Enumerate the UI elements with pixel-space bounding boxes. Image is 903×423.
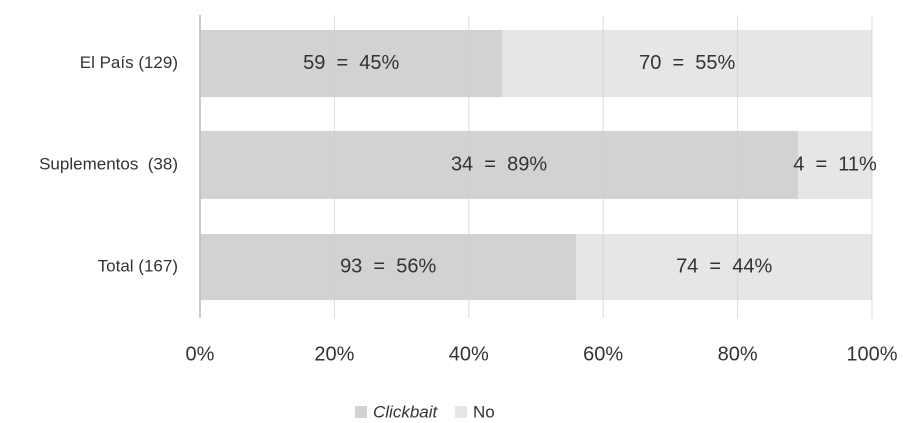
category-label: El País (129) xyxy=(80,53,178,72)
x-tick-label: 100% xyxy=(846,343,897,365)
x-tick-label: 40% xyxy=(449,343,489,365)
x-tick-label: 60% xyxy=(583,343,623,365)
bar-segment xyxy=(200,131,799,199)
legend-swatch xyxy=(355,406,367,418)
bar-segment xyxy=(200,234,577,300)
x-tick-label: 20% xyxy=(314,343,354,365)
category-label: Total (167) xyxy=(98,256,178,275)
bar-segment xyxy=(502,30,872,97)
legend-label: Clickbait xyxy=(373,402,439,421)
value-label: 93 = 56% xyxy=(340,255,436,277)
value-label: 4 = 11% xyxy=(793,153,877,175)
legend-swatch xyxy=(455,406,467,418)
bar-segment xyxy=(576,234,872,300)
value-label: 34 = 89% xyxy=(451,153,547,175)
bar-segment xyxy=(798,131,872,199)
x-tick-label: 80% xyxy=(718,343,758,365)
bar-segment xyxy=(200,30,503,97)
value-label: 59 = 45% xyxy=(303,52,399,74)
category-label: Suplementos (38) xyxy=(39,154,178,173)
x-tick-label: 0% xyxy=(186,343,215,365)
value-label: 74 = 44% xyxy=(676,255,772,277)
legend-label: No xyxy=(473,402,495,421)
value-label: 70 = 55% xyxy=(639,52,735,74)
